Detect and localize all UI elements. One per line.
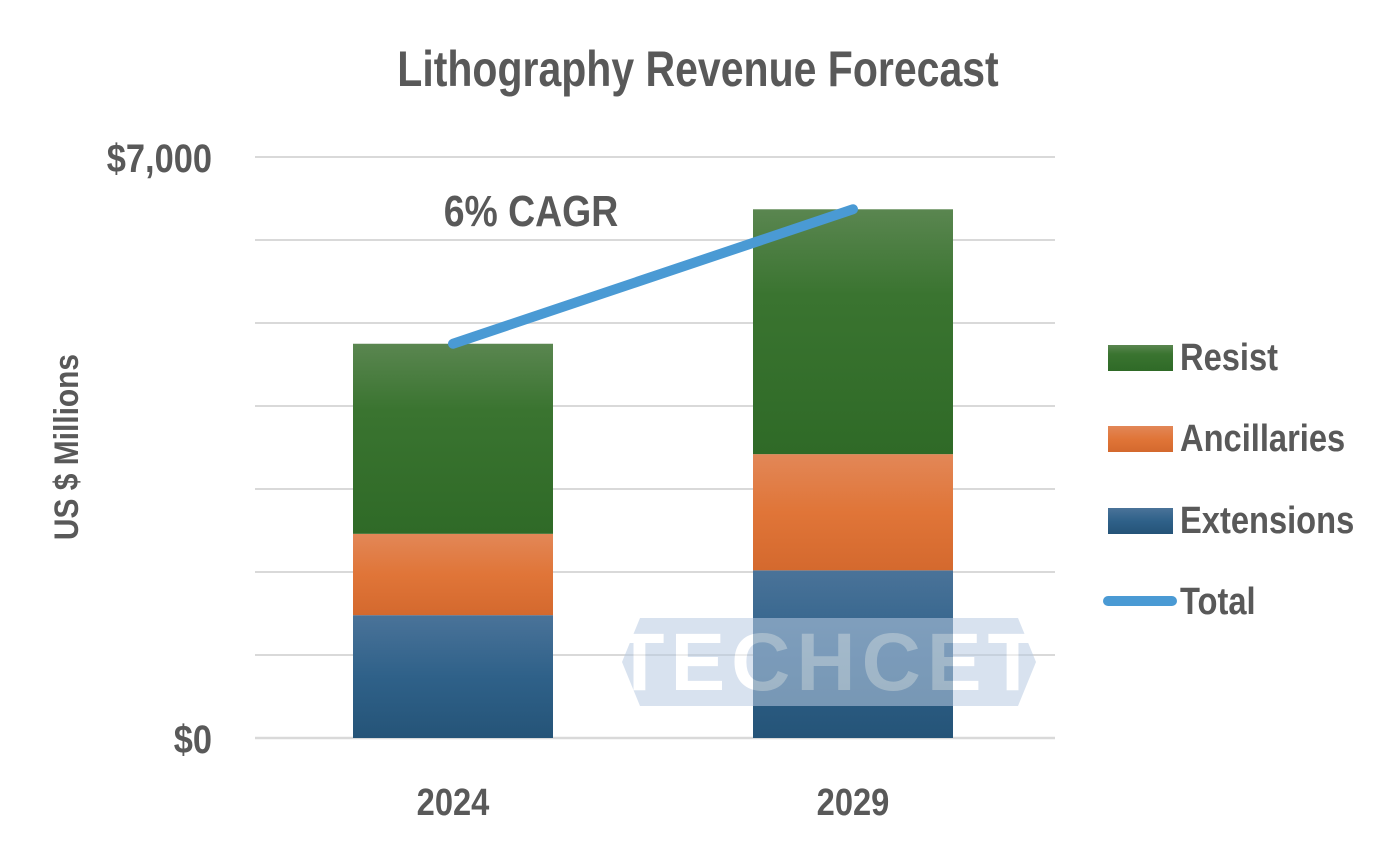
x-tick-label: 2024 <box>417 781 490 824</box>
bar-segment-resist-2029 <box>753 209 953 455</box>
watermark-badge <box>622 618 1036 706</box>
legend-swatch-ancillaries <box>1108 426 1173 452</box>
x-tick-labels: 2024 2029 <box>417 781 890 824</box>
bar-stack-2024 <box>353 343 553 738</box>
x-tick-label: 2029 <box>817 781 890 824</box>
legend-label: Resist <box>1180 336 1278 379</box>
legend-item-extensions: Extensions <box>1108 499 1354 542</box>
techcet-watermark: TECHCET <box>614 617 1043 708</box>
line-point-total-2024 <box>452 343 454 345</box>
legend-item-total: Total <box>1103 580 1256 623</box>
bar-segment-ancillaries-2024 <box>353 533 553 616</box>
total-line <box>448 204 858 349</box>
y-axis-label: US $ Millions <box>47 354 85 540</box>
legend-swatch-extensions <box>1108 508 1173 534</box>
bar-segment-extensions-2024 <box>353 615 553 738</box>
legend-label: Extensions <box>1180 499 1354 542</box>
cagr-annotation: 6% CAGR <box>444 186 619 236</box>
legend-label: Total <box>1180 580 1256 623</box>
legend-item-resist: Resist <box>1108 336 1278 379</box>
legend-swatch-resist <box>1108 345 1173 371</box>
chart-title: Lithography Revenue Forecast <box>397 41 998 97</box>
y-tick-label-max: $7,000 <box>107 136 212 181</box>
legend-item-ancillaries: Ancillaries <box>1108 417 1345 460</box>
watermark-text: TECHCET <box>614 617 1043 708</box>
legend-label: Ancillaries <box>1180 417 1345 460</box>
bar-segment-ancillaries-2029 <box>753 454 953 571</box>
line-point-total-2029 <box>852 208 854 210</box>
y-tick-label-min: $0 <box>174 717 212 762</box>
line-series-total <box>448 204 858 349</box>
legend: Resist Ancillaries Extensions Total <box>1103 336 1354 623</box>
y-tick-labels: $7,000 $0 <box>107 136 212 762</box>
bar-segment-resist-2024 <box>353 343 553 534</box>
